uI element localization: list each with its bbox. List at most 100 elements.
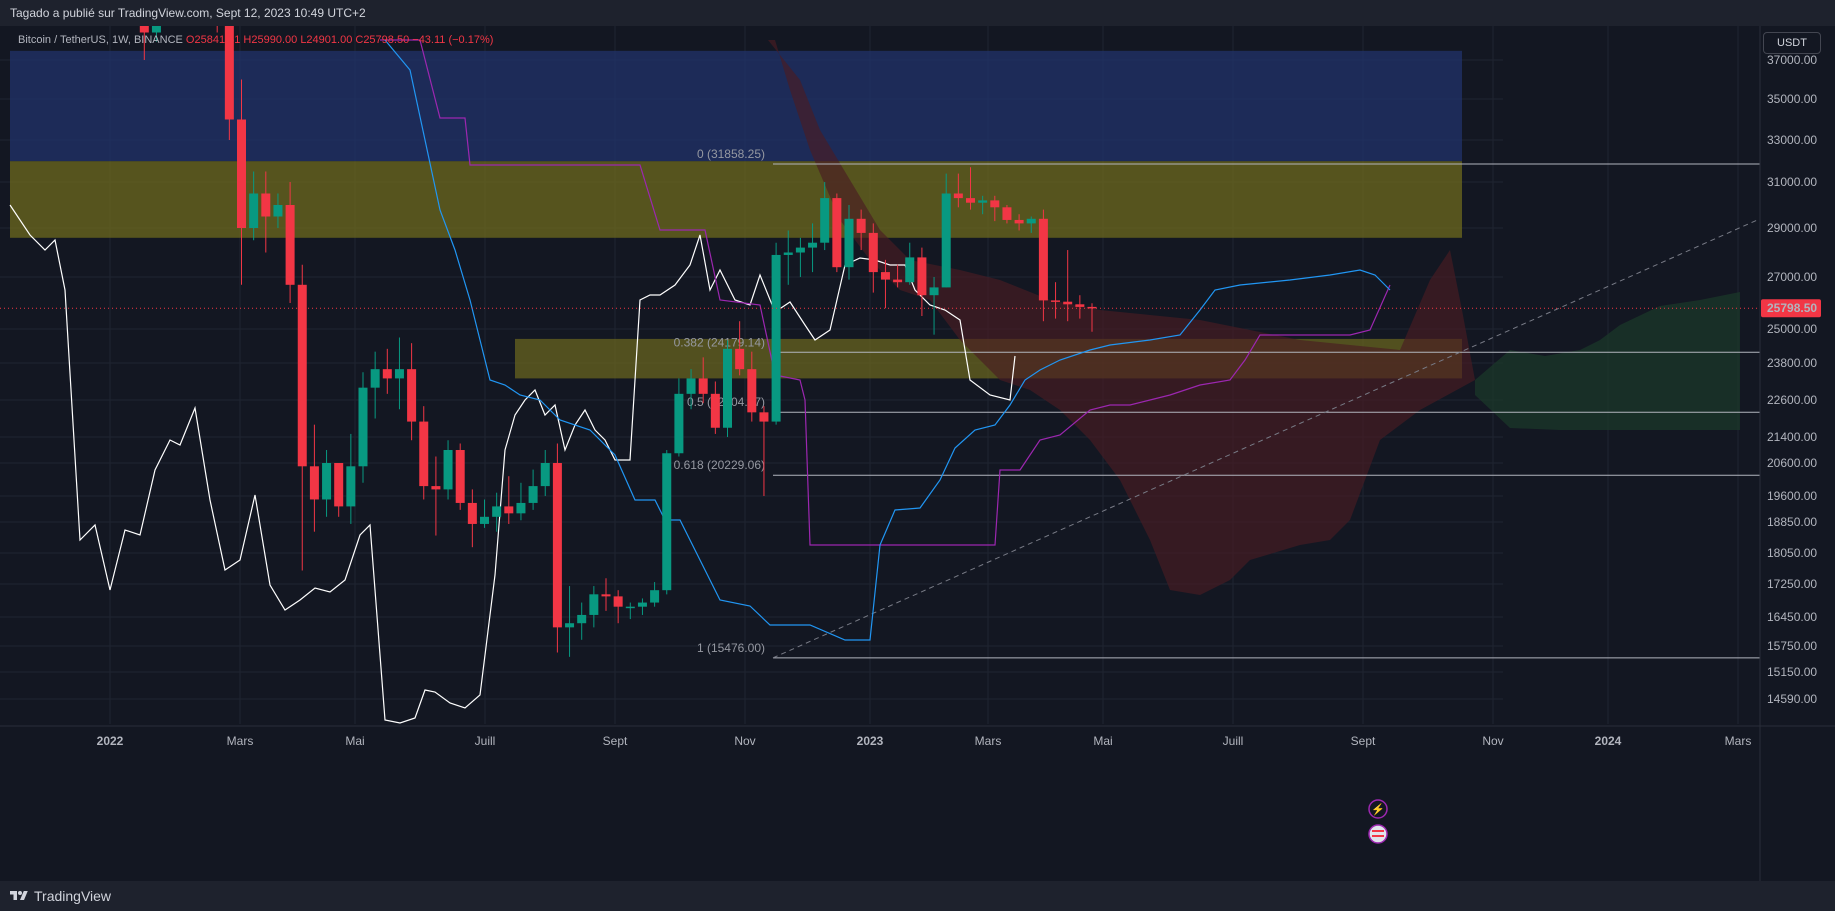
us-flag-event-icon[interactable] [1368,824,1388,844]
candle-body [249,193,259,228]
candle-body [868,232,878,273]
time-axis-label: Mars [1725,734,1752,748]
time-axis-label: Juill [475,734,496,748]
candle-body [637,602,647,607]
candle-body [480,516,489,524]
candle-body [139,26,149,33]
lightning-icon: ⚡ [1371,803,1385,816]
supply-zone [10,161,1462,238]
candle-body [419,421,429,487]
publish-line: Tagado a publié sur TradingView.com, Sep… [10,6,366,20]
candle-body [407,369,417,422]
candle-body [334,463,344,507]
candle-body [492,506,502,517]
price-chart[interactable]: 0 (31858.25)0.382 (24179.14)0.5 (22204.4… [0,26,1835,881]
price-axis-label: 22600.00 [1767,393,1817,407]
candle-body [686,378,696,394]
time-axis-label: Mars [227,734,254,748]
candle-body [467,502,477,524]
price-axis-label: 18050.00 [1767,546,1817,560]
candle-body [346,466,356,507]
candle-body [601,594,611,597]
candle-body [443,450,453,490]
candle-body [856,218,866,233]
candle-body [710,393,720,428]
fib-level-label: 0.618 (20229.06) [674,458,765,472]
time-axis-label: 2024 [1595,734,1622,748]
resistance-zone-top [10,50,1462,162]
dividend-event-icon[interactable] [1368,799,1388,819]
candle-body [394,369,404,379]
candle-body [285,205,295,285]
legend-low: L24901.00 [300,34,353,46]
candle-body [929,287,939,296]
time-axis-label: Mai [1093,734,1112,748]
candle-body [747,369,757,413]
candle-body [917,257,927,296]
candle-body [309,466,319,500]
candle-body [941,193,951,288]
candle-body [880,272,890,280]
candle-body [832,198,842,268]
candle-body [322,463,332,500]
candle-body [151,26,161,33]
candle-body [589,594,599,615]
candle-body [893,279,903,283]
candle-body [577,614,587,624]
candle-body [735,348,745,370]
candle-body [662,453,672,591]
legend-close: C25798.50 [355,34,410,46]
candle-body [990,200,1000,208]
fib-level-label: 0 (31858.25) [697,147,765,161]
candle-body [966,198,975,203]
candle-body [723,348,732,428]
footer-brand: TradingView [34,888,112,904]
ichimoku-cloud-bearish [768,40,1475,595]
candle-body [820,198,830,243]
candle-body [552,463,562,628]
candle-body [1002,207,1012,220]
time-axis-label: Mars [975,734,1002,748]
candle-body [1014,219,1024,224]
currency-button[interactable]: USDT [1763,32,1821,54]
tradingview-logo-icon [10,891,28,900]
candle-body [540,463,550,487]
candle-body [844,218,854,268]
candle-body [504,506,514,514]
legend-high: H25990.00 [243,34,298,46]
price-axis-label: 37000.00 [1767,53,1817,67]
kijun-sen-line [380,39,1391,546]
candle-body [261,193,271,217]
publish-header: Tagado a publié sur TradingView.com, Sep… [0,0,1835,26]
trend-line [772,218,1761,659]
candle-body [297,284,307,467]
candle-body [1087,306,1097,309]
price-axis-label: 27000.00 [1767,270,1817,284]
legend-symbol: Bitcoin / TetherUS, 1W, BINANCE [18,34,183,46]
price-axis-label: 20600.00 [1767,456,1817,470]
tenkan-sen-line [384,39,1391,641]
candle-body [795,247,805,253]
legend-open: O25841.61 [185,34,241,46]
time-axis-label: Juill [1223,734,1244,748]
price-axis-label: 19600.00 [1767,489,1817,503]
price-axis-label: 31000.00 [1767,175,1817,189]
candle-body [382,369,392,379]
candle-body [613,596,623,607]
last-price-value: 25798.50 [1767,301,1817,315]
price-axis-label: 21400.00 [1767,430,1817,444]
fib-level-label: 1 (15476.00) [697,641,765,655]
price-axis-label: 14590.00 [1767,692,1817,706]
candle-body [953,193,963,199]
candle-body [358,387,368,467]
candle-body [698,378,708,394]
candle-body [808,242,818,248]
footer-bar: TradingView [0,881,1835,911]
candle-body [625,606,635,609]
time-axis-label: 2022 [97,734,124,748]
candle-body [1038,218,1048,301]
candle-body [783,252,793,255]
flag-stripe [1372,835,1384,837]
candle-body [1063,301,1073,305]
price-axis-label: 16450.00 [1767,610,1817,624]
